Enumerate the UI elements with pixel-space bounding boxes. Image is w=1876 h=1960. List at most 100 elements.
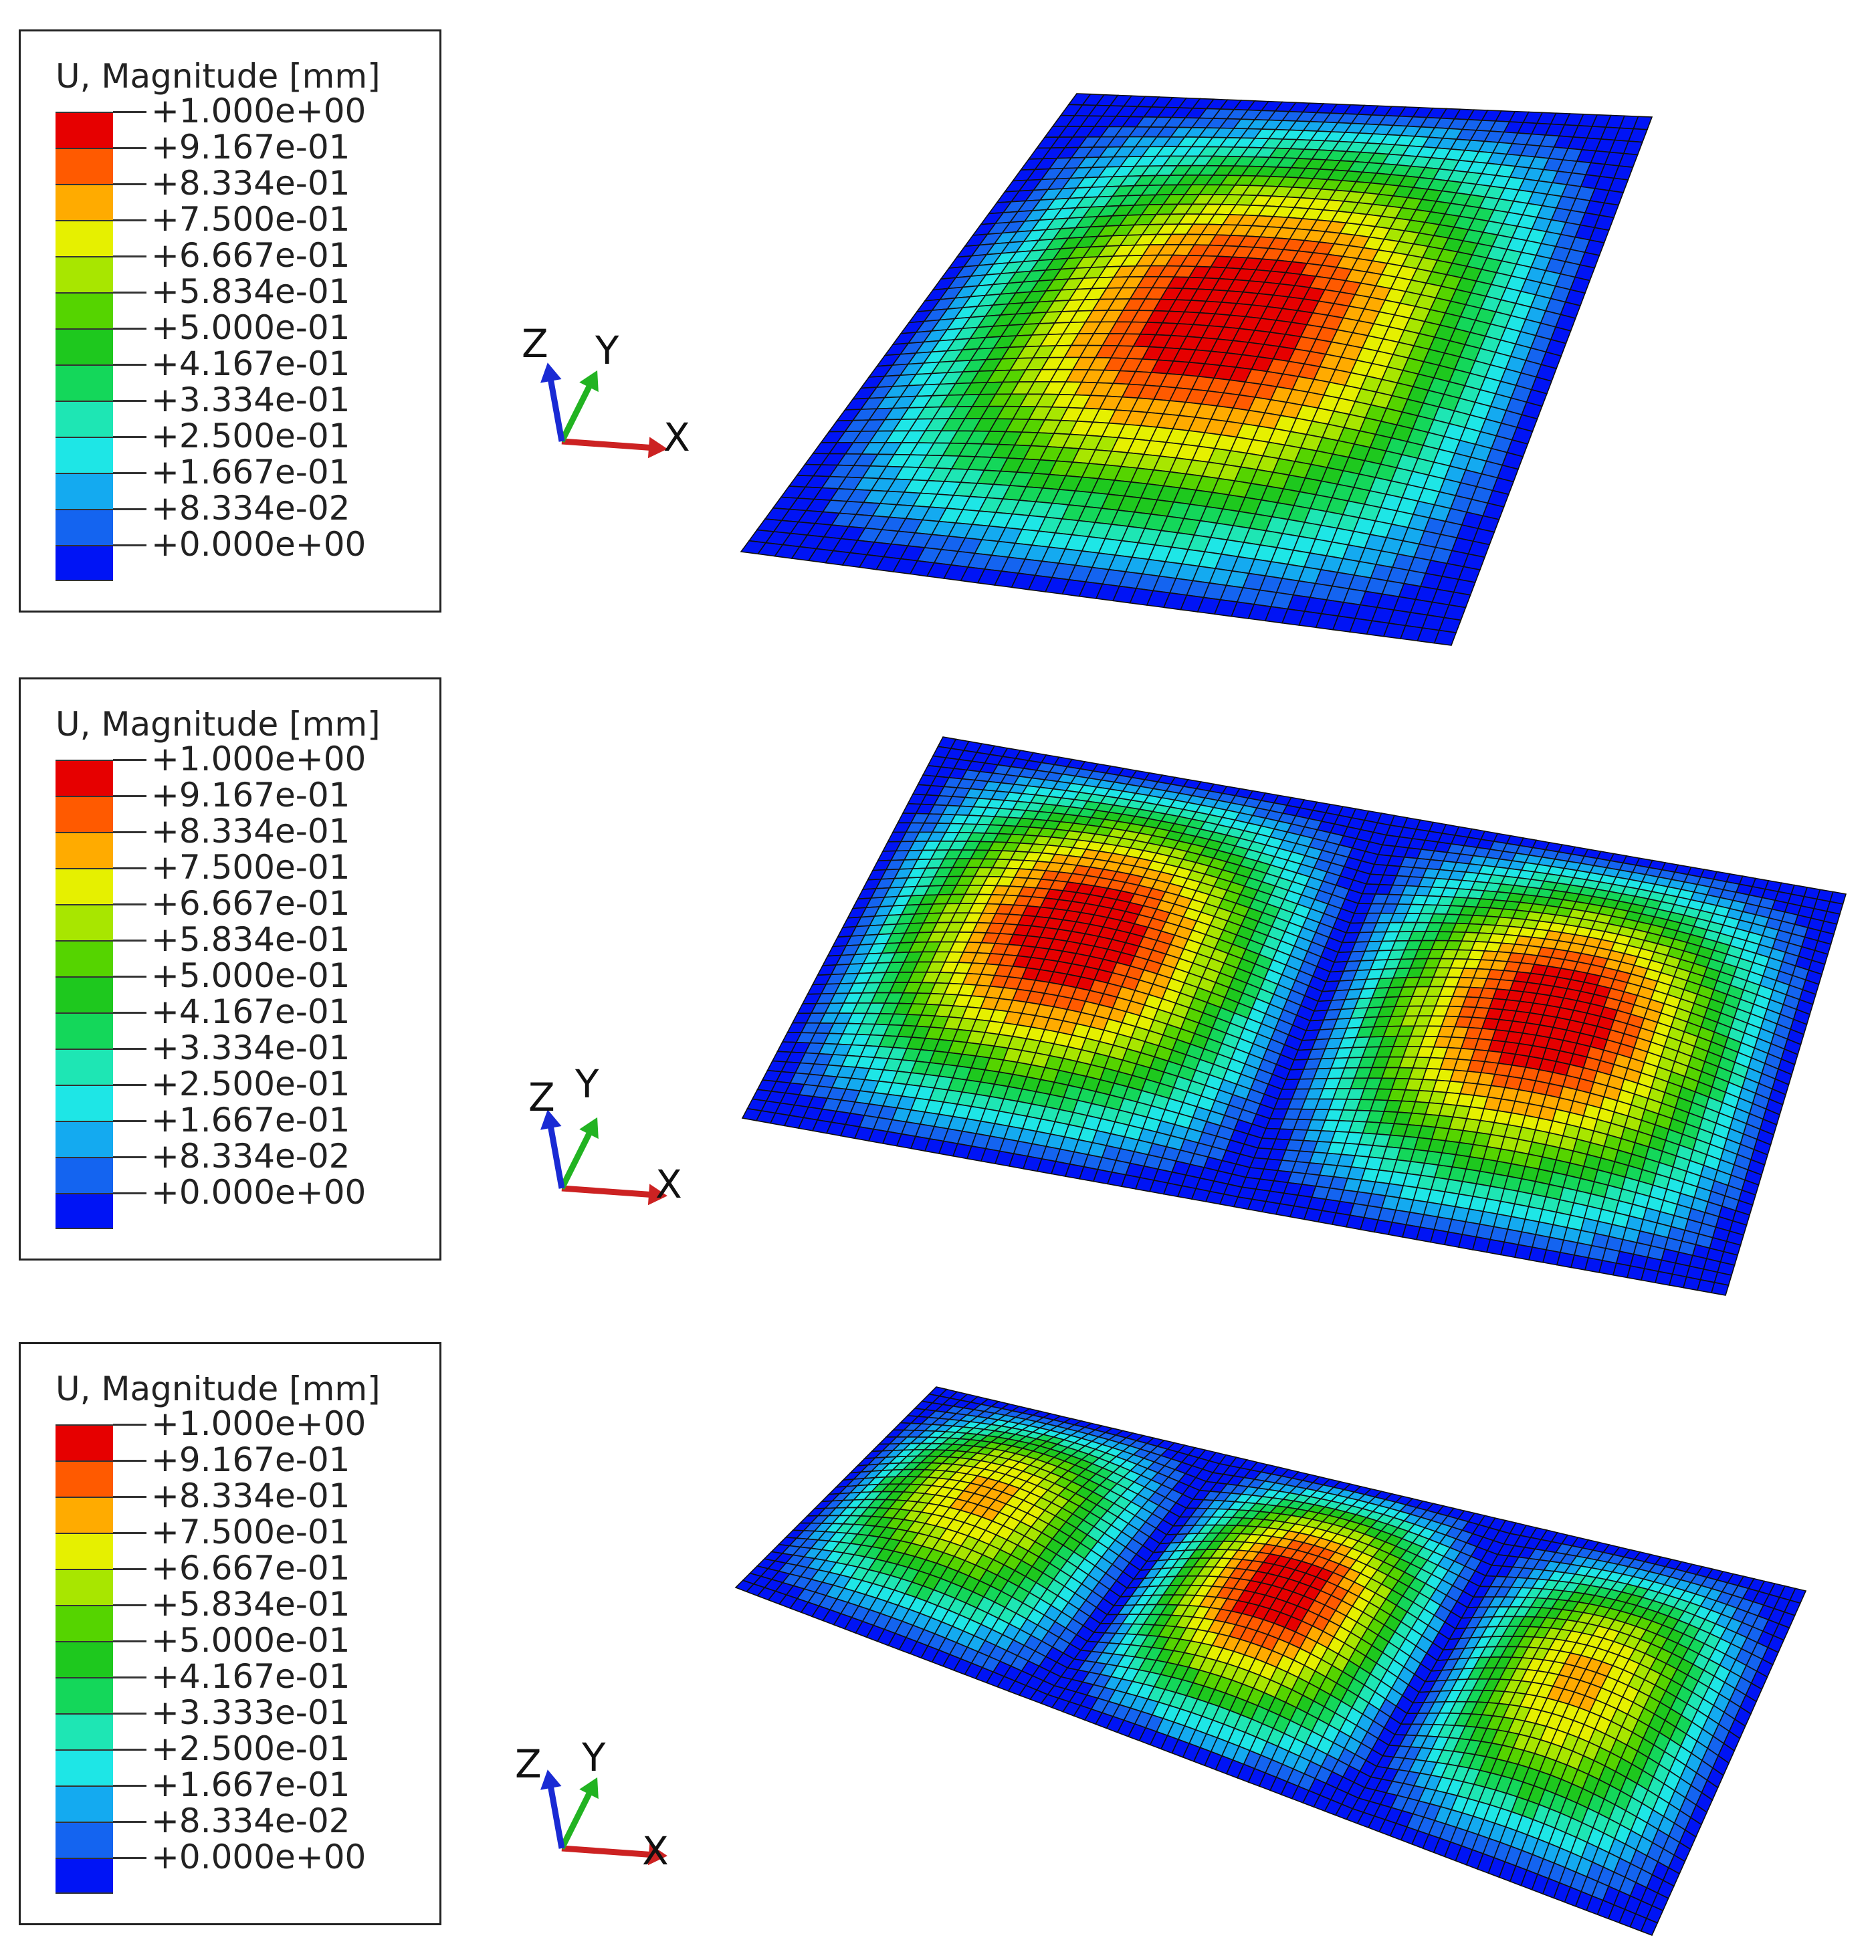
legend-tick <box>113 1048 146 1050</box>
color-bar <box>56 760 113 1229</box>
axis-label-z: Z <box>522 321 548 366</box>
legend-tick <box>113 940 146 942</box>
legend-tick <box>113 759 146 761</box>
legend-tick-label: +2.500e-01 <box>151 1729 350 1768</box>
color-bar-segment <box>56 796 113 832</box>
axis-label-z: Z <box>528 1075 555 1120</box>
color-bar-segment <box>56 112 113 148</box>
legend-tick <box>113 1713 146 1715</box>
color-bar-segment <box>56 1677 113 1713</box>
color-bar-segment <box>56 473 113 509</box>
axis-label-x: X <box>655 1162 682 1207</box>
mode-shape-panel-3: U, Magnitude [mm] +1.000e+00 +9.167e-01 +8… <box>0 1307 1876 1960</box>
mesh-element <box>1433 629 1457 646</box>
legend-tick <box>113 147 146 149</box>
color-bar <box>56 112 113 581</box>
legend-tick <box>113 472 146 474</box>
mesh-element <box>1710 1281 1730 1296</box>
z-axis-arrow-icon <box>540 362 565 442</box>
color-bar-segment <box>56 1460 113 1497</box>
legend-tick-label: +8.334e-01 <box>151 812 350 851</box>
legend-tick-label: +1.667e-01 <box>151 453 350 492</box>
legend-box: U, Magnitude [mm] +1.000e+00 +9.167e-01 +8… <box>19 677 441 1261</box>
legend-tick-label: +2.500e-01 <box>151 417 350 455</box>
legend-tick-label: +9.167e-01 <box>151 776 350 814</box>
legend-tick-label: +1.667e-01 <box>151 1101 350 1139</box>
legend-tick <box>113 1640 146 1642</box>
axis-label-x: X <box>663 415 690 460</box>
legend-tick <box>113 1532 146 1534</box>
color-bar-segment <box>56 364 113 401</box>
legend-tick-label: +8.334e-02 <box>151 1802 350 1840</box>
y-axis-arrow-icon <box>558 1777 599 1850</box>
legend-tick <box>113 1192 146 1194</box>
legend-tick <box>113 1821 146 1823</box>
axis-label-x: X <box>642 1828 669 1874</box>
color-bar-segment <box>56 292 113 328</box>
legend-tick <box>113 544 146 546</box>
legend-tick-label: +0.000e+00 <box>151 525 367 564</box>
axis-label-y: Y <box>582 1735 606 1780</box>
legend-tick-label: +5.000e-01 <box>151 308 350 347</box>
legend-tick <box>113 903 146 905</box>
legend-box: U, Magnitude [mm] +1.000e+00 +9.167e-01 +8… <box>19 1342 441 1925</box>
legend-tick-label: +0.000e+00 <box>151 1838 367 1876</box>
x-axis-arrow-icon <box>561 437 667 459</box>
legend-tick <box>113 795 146 797</box>
legend-tick-label: +9.167e-01 <box>151 128 350 167</box>
legend-tick <box>113 400 146 402</box>
axis-label-z: Z <box>515 1741 542 1787</box>
legend-tick <box>113 1857 146 1859</box>
color-bar-segment <box>56 904 113 940</box>
axis-triad: Z Y X <box>508 1061 729 1235</box>
legend-tick-label: +7.500e-01 <box>151 848 350 887</box>
legend-tick-label: +8.334e-01 <box>151 1477 350 1515</box>
legend-tick <box>113 1460 146 1462</box>
color-bar-segment <box>56 1049 113 1085</box>
legend-tick <box>113 867 146 869</box>
color-bar-segment <box>56 509 113 545</box>
color-bar-segment <box>56 1497 113 1533</box>
color-bar-segment <box>56 437 113 473</box>
legend-tick <box>113 1749 146 1751</box>
color-bar-segment <box>56 1121 113 1157</box>
axis-label-y: Y <box>575 1061 599 1107</box>
axis-triad: Z Y X <box>508 314 729 488</box>
legend-title: U, Magnitude [mm] <box>56 57 381 96</box>
color-bar-segment <box>56 1605 113 1641</box>
legend-tick-label: +4.167e-01 <box>151 344 350 383</box>
legend-tick-label: +5.000e-01 <box>151 956 350 995</box>
legend-tick-label: +6.667e-01 <box>151 236 350 275</box>
deformed-plate-mesh <box>741 736 1847 1296</box>
color-bar-segment <box>56 976 113 1012</box>
legend-tick-label: +7.500e-01 <box>151 200 350 239</box>
color-bar-segment <box>56 184 113 220</box>
color-bar-segment <box>56 1012 113 1049</box>
legend-tick <box>113 1496 146 1498</box>
axis-label-y: Y <box>595 328 619 373</box>
legend-tick <box>113 219 146 221</box>
legend-tick <box>113 1676 146 1678</box>
mode-shape-panel-1: U, Magnitude [mm] +1.000e+00 +9.167e-01 +8… <box>0 0 1876 653</box>
color-bar-segment <box>56 220 113 256</box>
axis-triad: Z Y X <box>508 1721 729 1895</box>
deformed-plate-mesh <box>740 93 1653 646</box>
z-axis-arrow-icon <box>540 1109 565 1189</box>
color-bar-segment <box>56 1085 113 1121</box>
color-bar-segment <box>56 1533 113 1569</box>
legend-tick <box>113 111 146 113</box>
legend-box: U, Magnitude [mm] +1.000e+00 +9.167e-01 +8… <box>19 29 441 613</box>
legend-title: U, Magnitude [mm] <box>56 705 381 744</box>
z-axis-arrow-icon <box>540 1769 565 1849</box>
color-bar-segment <box>56 1193 113 1229</box>
legend-tick-label: +3.334e-01 <box>151 380 350 419</box>
legend-tick <box>113 831 146 833</box>
y-axis-arrow-icon <box>558 1117 599 1190</box>
legend-tick-label: +2.500e-01 <box>151 1065 350 1103</box>
legend-tick <box>113 255 146 257</box>
legend-tick-label: +5.000e-01 <box>151 1621 350 1660</box>
legend-tick-label: +8.334e-02 <box>151 1137 350 1176</box>
legend-tick <box>113 1424 146 1426</box>
legend-tick <box>113 292 146 294</box>
color-bar-segment <box>56 1749 113 1785</box>
